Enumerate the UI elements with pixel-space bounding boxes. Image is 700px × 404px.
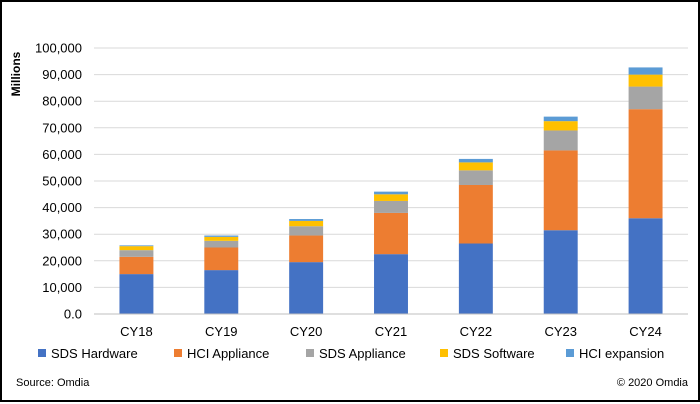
legend-label: HCI expansion: [579, 346, 664, 361]
bar-segment-hci-expansion: [119, 245, 154, 247]
y-tick-label: 90,000: [42, 67, 82, 82]
bar-segment-sds-software: [374, 194, 408, 201]
y-tick-label: 20,000: [42, 253, 82, 268]
legend-swatch: [306, 349, 314, 357]
bar-segment-sds-hardware: [289, 262, 324, 314]
y-tick-label: 10,000: [42, 280, 82, 295]
x-tick-label: CY22: [460, 324, 493, 339]
y-axis-ticks: 0.0 10,000 20,000 30,000 40,000 50,000 60,000 7…: [35, 41, 82, 322]
bar-segment-hci-expansion: [204, 235, 239, 237]
y-tick-label: 30,000: [42, 227, 82, 242]
copyright-note: © 2020 Omdia: [617, 377, 689, 389]
legend-swatch: [440, 349, 448, 357]
legend-label: SDS Hardware: [51, 346, 138, 361]
bar-segment-hci-appliance: [458, 184, 493, 244]
bar-segment-sds-hardware: [204, 270, 239, 314]
legend-swatch: [38, 349, 46, 357]
bar-segment-sds-software: [543, 121, 578, 131]
bar-segment-hci-appliance: [543, 150, 578, 231]
bar-segment-sds-appliance: [458, 170, 493, 185]
y-tick-label: 60,000: [42, 147, 82, 162]
x-tick-label: CY23: [544, 324, 577, 339]
legend-label: SDS Appliance: [319, 346, 406, 361]
bars: [119, 67, 663, 314]
bar-segment-sds-software: [289, 220, 324, 227]
bar-segment-sds-hardware: [119, 274, 154, 314]
bar-segment-sds-appliance: [119, 250, 154, 257]
legend-swatch: [566, 349, 574, 357]
y-tick-label: 50,000: [42, 174, 82, 189]
bar-segment-sds-software: [204, 236, 239, 241]
legend: SDS Hardware HCI Appliance SDS Appliance SD…: [38, 346, 664, 361]
bar-segment-sds-appliance: [628, 86, 663, 110]
bar-segment-sds-appliance: [289, 226, 324, 236]
bar-segment-sds-hardware: [628, 218, 663, 314]
bar-segment-hci-expansion: [289, 219, 324, 221]
bar-segment-hci-expansion: [374, 191, 408, 195]
x-axis-ticks: CY18 CY19 CY20 CY21 CY22 CY23 CY24: [120, 324, 662, 339]
x-tick-label: CY24: [629, 324, 662, 339]
bar-segment-hci-appliance: [374, 212, 408, 255]
y-axis-label: Millions: [9, 51, 23, 96]
bar-segment-hci-expansion: [628, 67, 663, 75]
bar-segment-hci-appliance: [119, 256, 154, 275]
bar-segment-sds-software: [458, 162, 493, 171]
source-note: Source: Omdia: [16, 377, 90, 389]
legend-label: HCI Appliance: [187, 346, 269, 361]
bar-segment-hci-expansion: [543, 116, 578, 122]
bar-segment-sds-software: [119, 246, 154, 251]
bar-segment-hci-appliance: [204, 247, 239, 271]
bar-segment-sds-hardware: [458, 243, 493, 314]
y-tick-label: 70,000: [42, 120, 82, 135]
bar-segment-sds-appliance: [204, 240, 239, 248]
x-tick-label: CY19: [205, 324, 238, 339]
y-tick-label: 40,000: [42, 200, 82, 215]
bar-segment-hci-expansion: [458, 158, 493, 163]
y-tick-label: 80,000: [42, 94, 82, 109]
bar-segment-hci-appliance: [289, 235, 324, 263]
x-tick-label: CY18: [120, 324, 153, 339]
legend-swatch: [174, 349, 182, 357]
y-tick-label: 0.0: [64, 307, 82, 322]
y-tick-label: 100,000: [35, 41, 82, 56]
gridlines: [94, 47, 688, 288]
legend-label: SDS Software: [453, 346, 535, 361]
bar-segment-sds-hardware: [543, 230, 578, 314]
x-tick-label: CY20: [290, 324, 323, 339]
bar-segment-sds-appliance: [374, 200, 408, 213]
bar-segment-sds-software: [628, 74, 663, 87]
bar-segment-hci-appliance: [628, 109, 663, 219]
x-tick-label: CY21: [375, 324, 408, 339]
bar-segment-sds-appliance: [543, 130, 578, 151]
bar-segment-sds-hardware: [374, 254, 408, 314]
